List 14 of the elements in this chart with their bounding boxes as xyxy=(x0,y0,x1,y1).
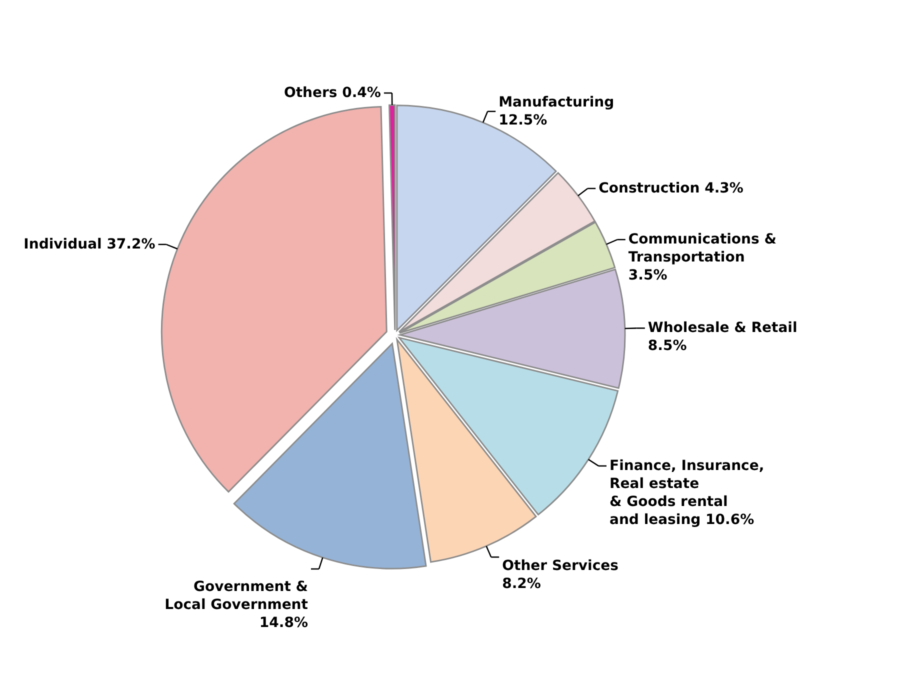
slice-label: Construction 4.3% xyxy=(598,180,744,196)
data-label: 12.5% xyxy=(498,112,548,128)
data-label: 8.2% xyxy=(502,576,541,592)
data-label: 8.5% xyxy=(648,338,687,354)
slice-label: Communications & Transportation xyxy=(628,232,776,266)
data-label: 3.5% xyxy=(628,268,668,284)
slice-label: Finance, Insurance, Real estate & Goods rental and leasing 10.6% xyxy=(610,458,764,528)
slice-label: Other Services xyxy=(502,558,618,574)
slice-label: Manufacturing xyxy=(498,94,614,110)
slice-label: Others 0.4% xyxy=(284,85,381,102)
slice-label: Wholesale & Retail xyxy=(648,320,798,336)
slice-label: Individual 37.2% xyxy=(24,236,156,252)
data-label: 14.8% xyxy=(259,614,308,631)
slice-label: Government & Local Government xyxy=(164,578,308,613)
